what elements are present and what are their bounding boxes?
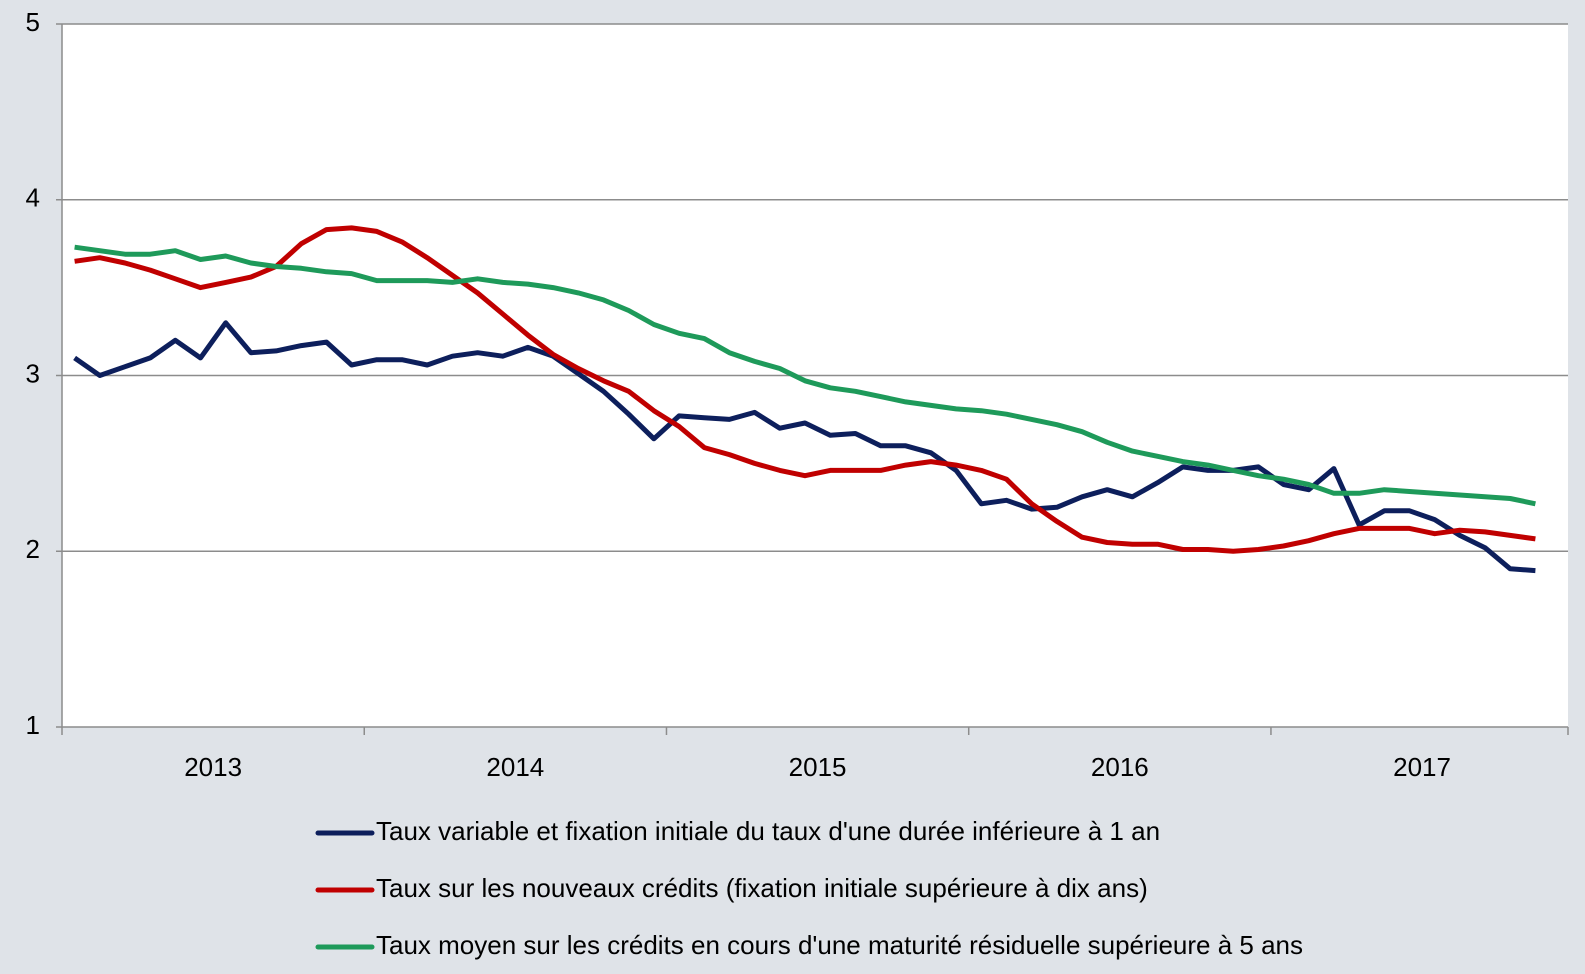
x-tick-label: 2015 xyxy=(789,752,847,782)
x-tick-label: 2017 xyxy=(1393,752,1451,782)
y-tick-label: 4 xyxy=(26,183,40,213)
y-tick-label: 3 xyxy=(26,358,40,388)
series-line xyxy=(74,244,1536,507)
x-tick-label: 2016 xyxy=(1091,752,1149,782)
y-tick-label: 5 xyxy=(26,7,40,37)
y-tick-label: 1 xyxy=(26,710,40,740)
legend-label: Taux moyen sur les crédits en cours d'un… xyxy=(376,930,1303,960)
series-line xyxy=(74,225,1536,554)
legend-label: Taux sur les nouveaux crédits (fixation … xyxy=(376,873,1148,903)
y-tick-label: 2 xyxy=(26,534,40,564)
series-line xyxy=(73,320,1536,574)
x-tick-label: 2013 xyxy=(184,752,242,782)
x-tick-label: 2014 xyxy=(486,752,544,782)
legend-label: Taux variable et fixation initiale du ta… xyxy=(376,816,1160,846)
